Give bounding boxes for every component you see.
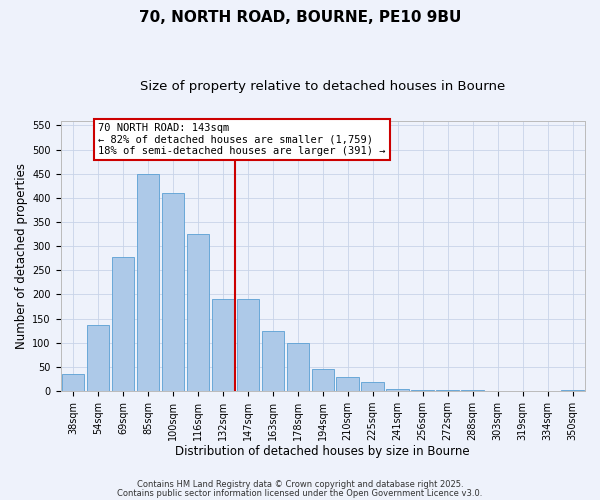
Text: 70 NORTH ROAD: 143sqm
← 82% of detached houses are smaller (1,759)
18% of semi-d: 70 NORTH ROAD: 143sqm ← 82% of detached … [98, 123, 385, 156]
Bar [112, 257, 134, 391]
Bar [262, 330, 284, 391]
Bar [436, 390, 459, 391]
Bar [337, 376, 359, 391]
Bar [461, 390, 484, 391]
Bar [386, 388, 409, 391]
Title: Size of property relative to detached houses in Bourne: Size of property relative to detached ho… [140, 80, 505, 93]
Bar [561, 390, 584, 391]
Bar [311, 370, 334, 391]
Bar [212, 300, 234, 391]
Bar [161, 193, 184, 391]
Text: Contains HM Land Registry data © Crown copyright and database right 2025.: Contains HM Land Registry data © Crown c… [137, 480, 463, 489]
Bar [187, 234, 209, 391]
Y-axis label: Number of detached properties: Number of detached properties [15, 163, 28, 349]
Text: Contains public sector information licensed under the Open Government Licence v3: Contains public sector information licen… [118, 488, 482, 498]
Bar [412, 390, 434, 391]
Bar [361, 382, 384, 391]
Bar [287, 343, 309, 391]
Bar [87, 325, 109, 391]
Bar [137, 174, 159, 391]
Bar [236, 300, 259, 391]
Bar [62, 374, 84, 391]
X-axis label: Distribution of detached houses by size in Bourne: Distribution of detached houses by size … [175, 444, 470, 458]
Text: 70, NORTH ROAD, BOURNE, PE10 9BU: 70, NORTH ROAD, BOURNE, PE10 9BU [139, 10, 461, 25]
